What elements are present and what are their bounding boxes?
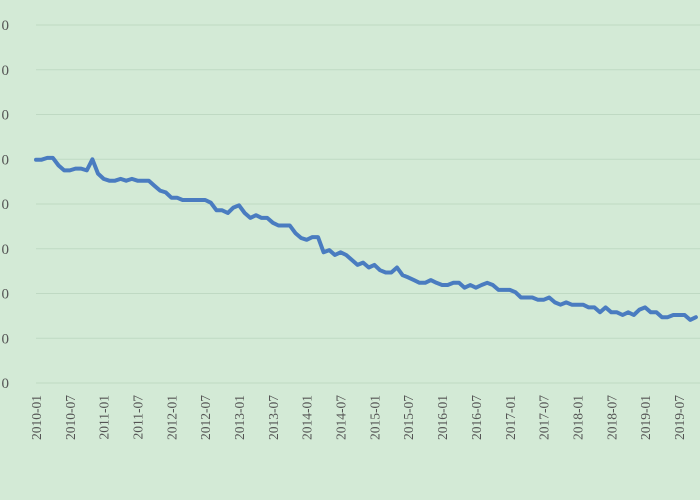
x-tick-label: 2012-01 [164, 395, 179, 440]
x-tick-label: 2017-01 [503, 395, 518, 440]
x-tick-label: 2019-07 [672, 395, 687, 440]
grid [36, 24, 700, 384]
y-tick-label: 0 [2, 108, 10, 124]
x-tick-label: 2010-01 [29, 395, 44, 440]
x-tick-label: 2015-07 [401, 395, 416, 440]
y-tick-label: 0 [2, 376, 10, 392]
x-tick-label: 2014-01 [300, 395, 315, 440]
y-tick-label: 0 [2, 63, 10, 79]
y-tick-label: 0 [2, 331, 10, 347]
x-tick-label: 2015-01 [367, 395, 382, 440]
y-tick-label: 0 [2, 18, 10, 34]
y-axis: 0 0 0 0 0 0 0 0 0 [2, 18, 10, 392]
x-tick-label: 2016-01 [435, 395, 450, 440]
x-tick-label: 2016-07 [469, 395, 484, 440]
x-axis: 2010-01 2010-07 2011-01 2011-07 2012-01 2012-… [29, 395, 687, 440]
series-line [34, 155, 698, 322]
x-tick-label: 2014-07 [334, 395, 349, 440]
x-tick-label: 2019-01 [638, 395, 653, 440]
x-tick-label: 2018-01 [570, 395, 585, 440]
y-tick-label: 0 [2, 197, 10, 213]
x-tick-label: 2012-07 [198, 395, 213, 440]
x-tick-label: 2011-07 [131, 395, 146, 440]
x-tick-label: 2011-01 [97, 395, 112, 440]
x-tick-label: 2010-07 [63, 395, 78, 440]
y-tick-label: 0 [2, 242, 10, 258]
x-tick-label: 2018-07 [604, 395, 619, 440]
x-tick-label: 2013-01 [232, 395, 247, 440]
y-tick-label: 0 [2, 287, 10, 303]
x-tick-label: 2013-07 [266, 395, 281, 440]
y-tick-label: 0 [2, 152, 10, 168]
x-tick-label: 2017-07 [537, 395, 552, 440]
